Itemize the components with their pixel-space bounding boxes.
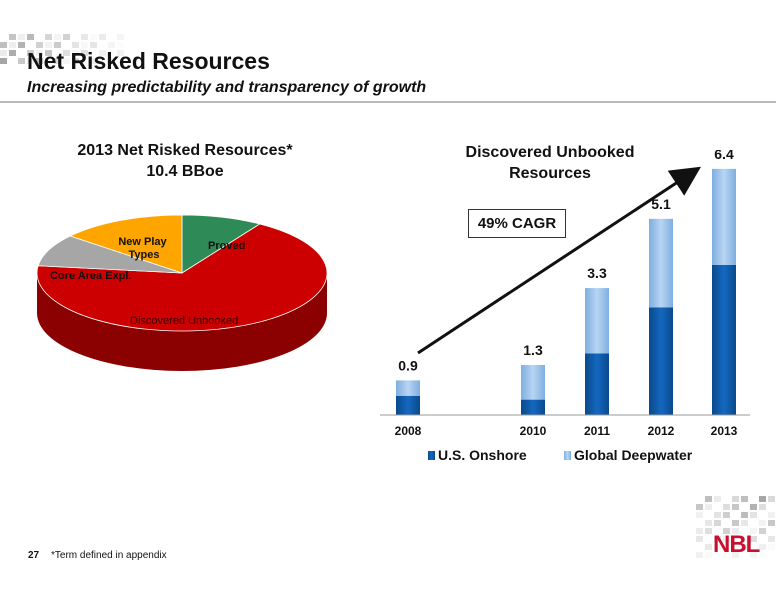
title-divider (0, 101, 776, 103)
bar-chart: 0.9 2008 1.3 2010 3.3 2011 5.1 2012 6.4 2013 U.S.… (380, 150, 750, 463)
pie-side-wall (37, 273, 327, 371)
pie-label-new-play-types: New Play Types (118, 236, 169, 261)
pie-label-discovered-unbooked: Discovered Unbooked (130, 315, 238, 327)
decorative-pattern-bottom-right (696, 496, 775, 558)
x-tick-label-2013: 2013 (711, 424, 738, 438)
pie-label-core-area-expl: Core Area Expl. (50, 270, 132, 282)
x-tick-label-2010: 2010 (520, 424, 547, 438)
cagr-annotation: 49% CAGR (468, 209, 566, 238)
pie-slice-discovered-unbooked (36, 223, 328, 332)
bar-total-label-2013: 6.4 (714, 150, 734, 162)
bar-global-deepwater-2013 (712, 168, 736, 265)
footnote: *Term defined in appendix (51, 550, 167, 561)
bar-total-label-2008: 0.9 (398, 357, 418, 373)
bar-total-label-2012: 5.1 (651, 196, 671, 212)
bar-total-label-2011: 3.3 (587, 265, 607, 281)
pie-slice-core-area-expl (37, 235, 183, 274)
bar-us-onshore-2010 (521, 399, 545, 415)
bar-global-deepwater-2008 (396, 380, 420, 396)
legend-swatch-us-onshore (428, 451, 435, 460)
bar-global-deepwater-2012 (649, 218, 673, 308)
bar-total-label-2010: 1.3 (523, 342, 543, 358)
bar-global-deepwater-2010 (521, 365, 545, 400)
pie-subtitle-line: 10.4 BBoe (146, 163, 224, 180)
bar-us-onshore-2012 (649, 307, 673, 415)
pie-slice-new-play-types (69, 215, 183, 274)
x-tick-label-2011: 2011 (584, 424, 610, 438)
bar-chart-title: Discovered Unbooked Resources (420, 142, 680, 184)
decorative-pattern-top-left (0, 34, 124, 64)
pie-slice-proved (181, 215, 261, 274)
bar-us-onshore-2008 (396, 395, 420, 415)
page-subtitle: Increasing predictability and transparen… (27, 79, 427, 96)
page-number: 27 (28, 550, 40, 561)
legend-label-us-onshore: U.S. Onshore (438, 447, 527, 463)
bar-title-line: Discovered Unbooked (465, 144, 635, 161)
legend-label-global-deepwater: Global Deepwater (574, 447, 693, 463)
page-title: Net Risked Resources (27, 48, 270, 74)
legend-swatch-global-deepwater (564, 451, 571, 460)
pie-title-line: 2013 Net Risked Resources* (77, 142, 293, 159)
pie-label-proved: Proved (208, 240, 245, 252)
pie-chart-title: 2013 Net Risked Resources* 10.4 BBoe (40, 140, 330, 182)
company-logo: NBL (713, 531, 760, 558)
bar-global-deepwater-2011 (585, 288, 609, 354)
growth-arrow (417, 166, 702, 355)
x-tick-label-2012: 2012 (648, 424, 675, 438)
bar-us-onshore-2011 (585, 353, 609, 415)
pie-chart: Proved Discovered Unbooked Core Area Exp… (36, 215, 328, 371)
x-tick-label-2008: 2008 (395, 424, 422, 438)
bar-title-line-2: Resources (509, 165, 591, 182)
bar-us-onshore-2013 (712, 265, 736, 415)
